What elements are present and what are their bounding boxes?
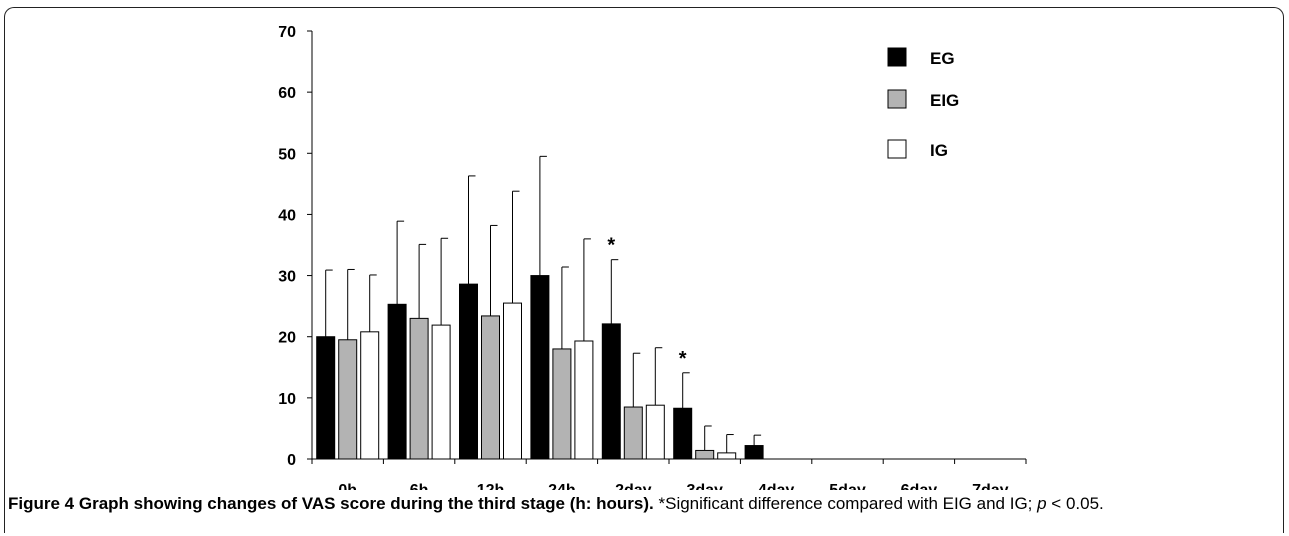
figure-note-suffix: < 0.05.	[1046, 494, 1104, 513]
figure-label: Figure 4	[8, 494, 75, 513]
x-tick-label: 7day	[972, 482, 1009, 490]
bar-eg	[601, 323, 621, 460]
y-tick-label: 60	[278, 85, 296, 102]
figure-caption: Figure 4 Graph showing changes of VAS sc…	[8, 493, 1282, 515]
bar-eig	[623, 406, 643, 460]
x-tick-label: 0h	[338, 482, 357, 490]
x-tick-label: 2day	[615, 482, 652, 490]
bar-chart: 0 10 20 30 40 50 60 70 0h 6h 12h 24h 2day 3day 4day 5da…	[278, 24, 1027, 490]
bar-eg	[530, 275, 550, 460]
bar-eig	[552, 348, 572, 460]
bar-eig	[695, 449, 715, 460]
bar-eg	[673, 407, 693, 460]
bar-eig	[481, 315, 500, 460]
legend-swatch-ig	[887, 139, 907, 159]
y-tick-label: 40	[278, 207, 296, 224]
bar-ig	[574, 340, 594, 460]
bar-eg	[316, 336, 336, 460]
x-tick-label: 4day	[758, 482, 795, 490]
p-symbol: p	[1037, 494, 1047, 513]
x-tick-label: 5day	[829, 482, 866, 490]
legend-swatch-eg	[887, 47, 907, 67]
legend-label-eig: EIG	[930, 91, 959, 110]
bar-ig	[717, 452, 737, 460]
legend-swatch-eig	[887, 89, 907, 109]
x-tick-label: 24h	[548, 482, 576, 490]
significance-marker: *	[679, 348, 687, 370]
bar-eg	[459, 283, 478, 460]
y-tick-label: 70	[278, 24, 296, 41]
x-tick-label: 6h	[410, 482, 429, 490]
bar-eig	[409, 317, 429, 460]
y-tick-label: 50	[278, 146, 296, 163]
figure-note: *Significant difference compared with EI…	[658, 494, 1038, 513]
bar-eig	[338, 339, 358, 460]
bar-ig	[431, 324, 451, 460]
bar-eg	[744, 445, 764, 460]
y-tick-label: 0	[287, 452, 296, 469]
bar-ig	[360, 331, 380, 460]
figure-frame	[4, 7, 1284, 533]
bar-ig	[645, 404, 665, 460]
y-tick-label: 20	[278, 330, 296, 347]
x-tick-label: 12h	[477, 482, 505, 490]
bar-ig	[503, 302, 522, 460]
y-tick-label: 10	[278, 391, 296, 408]
x-tick-label: 6day	[901, 482, 938, 490]
legend-label-ig: IG	[930, 141, 948, 160]
significance-marker: *	[607, 235, 615, 257]
figure-title: Graph showing changes of VAS score durin…	[78, 494, 654, 513]
bar-eg	[387, 303, 407, 460]
y-tick-label: 30	[278, 269, 296, 286]
legend-label-eg: EG	[930, 49, 955, 68]
x-tick-label: 3day	[686, 482, 723, 490]
